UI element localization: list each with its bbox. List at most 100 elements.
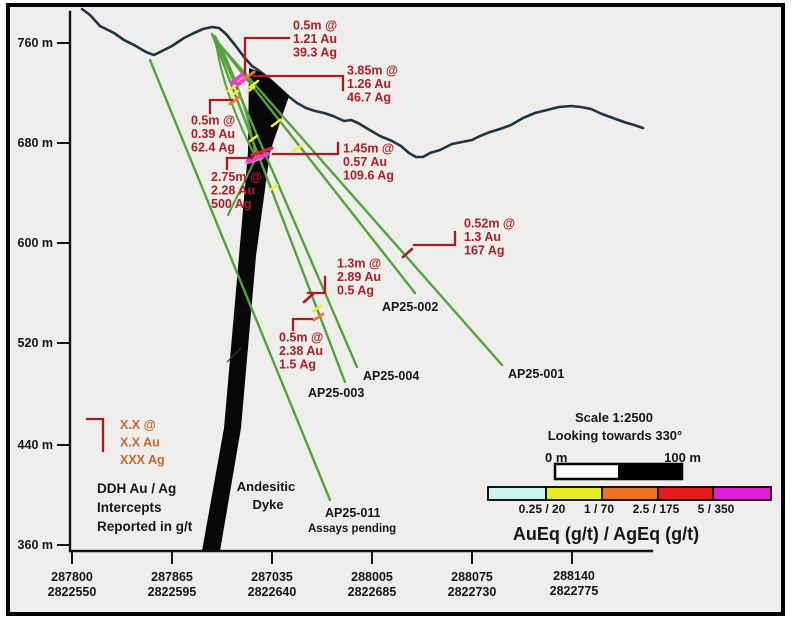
drillhole-note-assays-pending: Assays pending [308, 523, 396, 535]
dyke-joint-line [226, 347, 242, 363]
intercept-label: 0.57 Au [343, 155, 387, 169]
intercept-mark-magenta [229, 72, 245, 86]
intercept-label: 1.3m @ [337, 257, 381, 271]
colorbar-segment-magenta [712, 486, 772, 501]
intercept-mark-yellow [248, 134, 259, 143]
x-axis-easting: 288075 [451, 570, 493, 584]
intercept-mark-yellow [229, 89, 240, 98]
x-axis-labels: 287800 2822550 287865 2822595 287035 282… [48, 569, 599, 599]
intercept-label: 0.5m @ [191, 114, 235, 128]
intercept-mark-yellow [245, 85, 256, 94]
intercept-mark-yellow [311, 304, 323, 313]
colorbar-threshold-4: 5 / 350 [698, 502, 735, 516]
leader-intercept-3 [225, 156, 254, 171]
intercept-label: 0.39 Au [191, 127, 235, 141]
leader-intercept-6 [306, 275, 327, 295]
drillhole-label-AP25-002: AP25-002 [382, 300, 438, 314]
drillhole-trace-AP25-001 [217, 42, 504, 367]
y-axis-label: 440 m [18, 438, 53, 452]
drillhole-trace-AP25-004 [214, 38, 359, 369]
y-axis-labels: 760 m 680 m 600 m 520 m 440 m 360 m [18, 36, 53, 552]
intercept-mark-red [302, 292, 315, 304]
dyke-label-line1: Andesitic [237, 479, 296, 494]
leader-intercept-2 [208, 98, 234, 115]
intercept-mark-orange [228, 95, 241, 106]
intercept-label: 2.75m @ [211, 170, 262, 184]
intercept-mark-yellow [291, 144, 303, 153]
drillhole-label-AP25-004: AP25-004 [363, 369, 419, 383]
leader-intercept-1 [251, 74, 345, 92]
drillhole-trace-AP25-011 [148, 58, 332, 502]
intercept-mark-orange [242, 70, 256, 81]
x-axis-northing: 2822550 [48, 585, 97, 599]
section-axes [68, 10, 654, 553]
intercept-mark-yellow [270, 118, 282, 128]
legend-description-line2: Intercepts [97, 500, 162, 515]
x-axis-northing: 2822640 [248, 585, 297, 599]
intercept-label: 1.45m @ [343, 142, 394, 156]
x-axis-easting: 287035 [251, 570, 293, 584]
x-axis-ticks [71, 551, 573, 564]
intercept-label: 3.85m @ [347, 64, 398, 78]
drillhole-labels: AP25-001 AP25-002 AP25-003 AP25-004 AP25… [308, 300, 564, 535]
colorbar-threshold-1: 0.25 / 20 [519, 502, 566, 516]
andesitic-dyke-body [202, 68, 289, 551]
intercept-mark-orange [312, 312, 325, 322]
intercept-mark-yellow [248, 79, 260, 89]
intercept-marks [226, 70, 414, 322]
x-axis-northing: 2822730 [448, 585, 497, 599]
legend-example-leader [85, 417, 105, 453]
colorbar-threshold-3: 2.5 / 175 [633, 502, 680, 516]
colorbar-title: AuEq (g/t) / AgEq (g/t) [513, 524, 699, 544]
x-axis-easting: 287865 [151, 570, 193, 584]
scalebar-start-label: 0 m [545, 450, 567, 465]
x-axis-northing: 2822685 [348, 585, 397, 599]
leader-intercept-0 [243, 36, 291, 75]
intercept-label: 0.52m @ [464, 217, 515, 231]
y-axis-ticks [57, 42, 70, 546]
legend-description-line1: DDH Au / Ag [97, 481, 176, 496]
x-axis-northing: 2822595 [148, 585, 197, 599]
intercept-label: 1.3 Au [464, 230, 501, 244]
intercept-mark-yellow [268, 183, 279, 192]
intercept-label: 167 Ag [464, 244, 505, 258]
intercept-label: 0.5 Ag [337, 284, 374, 298]
section-orientation: Looking towards 330° [548, 428, 683, 443]
intercept-label: 2.38 Au [279, 344, 323, 358]
x-axis-northing: 2822775 [550, 584, 599, 598]
colorbar-segment-yellow [545, 486, 603, 501]
scalebar-filled-half [618, 464, 682, 479]
scale-title: Scale 1:2500 [575, 410, 653, 425]
intercept-mark-magenta [245, 151, 271, 164]
intercept-mark-red [250, 146, 274, 157]
grade-colorbar [487, 486, 772, 501]
x-axis-easting: 288005 [351, 570, 393, 584]
x-axis-easting: 287800 [51, 570, 93, 584]
colorbar-segment-red [657, 486, 714, 501]
y-axis-label: 760 m [18, 36, 53, 50]
intercept-mark-red [401, 247, 414, 259]
intercept-label: 1.21 Au [293, 32, 337, 46]
drillhole-label-AP25-011: AP25-011 [325, 506, 381, 520]
intercept-label: 0.5m @ [293, 19, 337, 33]
legend-example-au: X.X Au [120, 436, 160, 450]
figure-frame [6, 3, 785, 616]
colorbar-segment-orange [601, 486, 659, 501]
leader-intercept-4 [271, 141, 340, 156]
drillhole-trace-AP25-003 [210, 32, 347, 384]
drillhole-label-AP25-001: AP25-001 [508, 367, 564, 381]
intercept-label: 1.5 Ag [279, 358, 316, 372]
scalebar-end-label: 100 m [664, 450, 701, 465]
topography-line [80, 7, 645, 159]
dyke-label-line2: Dyke [252, 497, 283, 512]
y-axis-label: 360 m [18, 538, 53, 552]
scalebar [553, 462, 684, 481]
intercept-label: 0.5m @ [279, 331, 323, 345]
intercept-label: 500 Ag [211, 197, 252, 211]
leader-intercept-7 [291, 317, 314, 332]
drillhole-label-AP25-003: AP25-003 [308, 386, 364, 400]
legend-example-interval: X.X @ [120, 418, 156, 432]
intercept-label: 46.7 Ag [347, 91, 391, 105]
